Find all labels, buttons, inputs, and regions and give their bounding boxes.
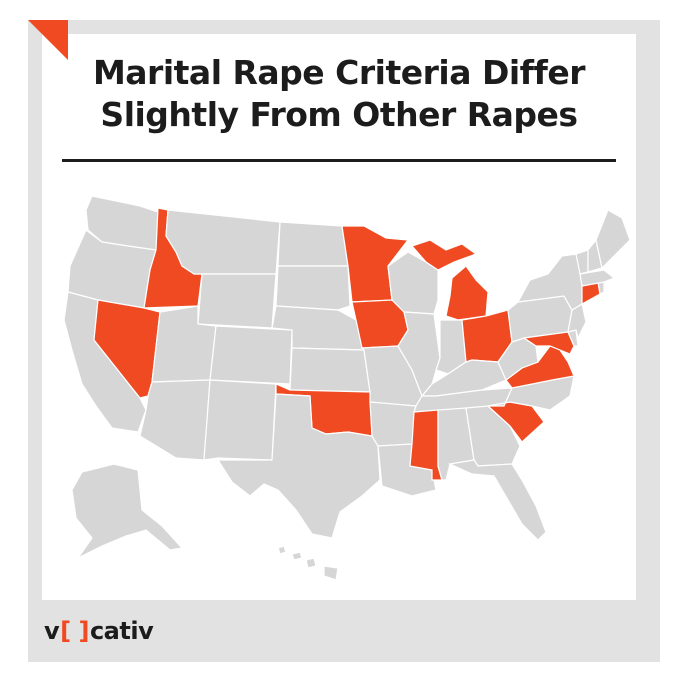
state-massachusetts bbox=[579, 269, 616, 287]
vocativ-logo: v [ ] cativ bbox=[44, 616, 154, 646]
state-wyoming bbox=[197, 273, 277, 329]
state-hawaii bbox=[277, 545, 339, 580]
state-north-dakota bbox=[277, 221, 349, 267]
state-maine bbox=[595, 209, 631, 270]
state-florida bbox=[447, 459, 547, 541]
state-arizona bbox=[139, 379, 211, 461]
title-divider bbox=[62, 159, 616, 162]
state-south-dakota bbox=[275, 265, 351, 311]
state-colorado bbox=[209, 325, 293, 385]
state-new-mexico bbox=[203, 379, 277, 461]
logo-text-left: v bbox=[44, 617, 60, 645]
state-arkansas bbox=[369, 401, 417, 447]
state-texas bbox=[216, 393, 381, 539]
state-kansas bbox=[289, 347, 371, 393]
state-michigan-lower bbox=[445, 265, 489, 321]
state-alaska bbox=[71, 463, 184, 559]
state-montana bbox=[165, 209, 281, 275]
state-michigan-upper bbox=[410, 239, 478, 271]
corner-accent-icon bbox=[28, 20, 68, 60]
logo-text-right: cativ bbox=[89, 617, 154, 645]
title-line-1: Marital Rape Criteria Differ bbox=[92, 53, 586, 92]
title-line-2: Slightly From Other Rapes bbox=[100, 95, 578, 134]
map-title: Marital Rape Criteria Differ Slightly Fr… bbox=[42, 52, 636, 136]
logo-bracket-icon: [ ] bbox=[60, 617, 89, 645]
us-map bbox=[63, 195, 631, 580]
state-wisconsin bbox=[387, 251, 439, 315]
